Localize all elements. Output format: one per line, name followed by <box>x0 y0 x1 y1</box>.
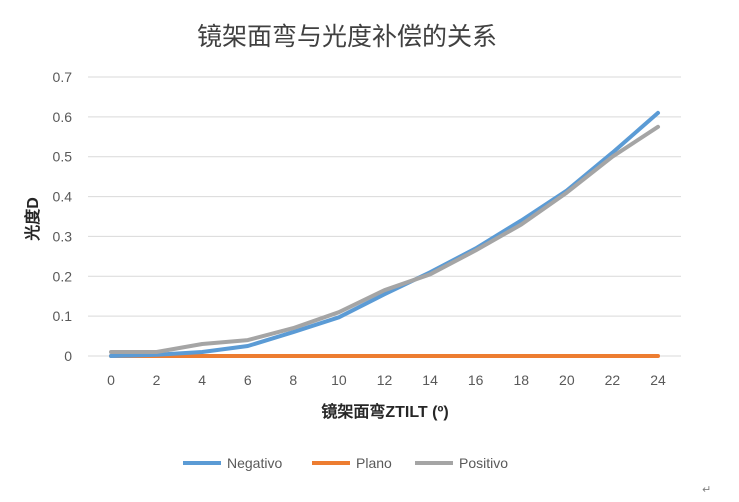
chart-title: 镜架面弯与光度补偿的关系 <box>197 22 497 51</box>
x-tick-label: 4 <box>198 372 206 388</box>
x-tick-label: 8 <box>289 372 297 388</box>
legend-label: Negativo <box>227 455 282 471</box>
series-lines <box>109 110 660 358</box>
x-tick-label: 14 <box>422 372 438 388</box>
y-tick-label: 0.6 <box>53 109 73 125</box>
y-tick-label: 0.3 <box>53 228 73 244</box>
legend-label: Positivo <box>459 455 508 471</box>
x-axis-ticks: 0 2 4 6 8 10 12 14 16 18 20 22 24 <box>107 372 666 388</box>
x-tick-label: 6 <box>244 372 252 388</box>
x-tick-label: 16 <box>468 372 484 388</box>
y-tick-label: 0.5 <box>53 149 73 165</box>
y-tick-label: 0.2 <box>53 268 73 284</box>
x-axis-label: 镜架面弯ZTILT (º) <box>321 402 448 421</box>
series-line-positivo <box>109 124 660 354</box>
series-line-negativo <box>109 110 660 358</box>
x-tick-label: 20 <box>559 372 575 388</box>
x-tick-label: 18 <box>513 372 529 388</box>
x-tick-label: 24 <box>650 372 666 388</box>
y-tick-label: 0.7 <box>53 69 73 85</box>
gridlines <box>88 76 681 357</box>
x-tick-label: 0 <box>107 372 115 388</box>
paragraph-mark: ↵ <box>702 484 711 496</box>
legend: Negativo Plano Positivo <box>183 455 508 471</box>
x-tick-label: 10 <box>331 372 347 388</box>
y-axis-label: 光度D <box>23 197 42 242</box>
y-tick-label: 0.1 <box>53 308 73 324</box>
x-tick-label: 2 <box>153 372 161 388</box>
x-tick-label: 22 <box>605 372 621 388</box>
legend-label: Plano <box>356 455 392 471</box>
y-tick-label: 0.4 <box>53 189 73 205</box>
y-axis-ticks: 0 0.1 0.2 0.3 0.4 0.5 0.6 0.7 <box>53 69 73 364</box>
x-tick-label: 12 <box>377 372 393 388</box>
y-tick-label: 0 <box>64 348 72 364</box>
